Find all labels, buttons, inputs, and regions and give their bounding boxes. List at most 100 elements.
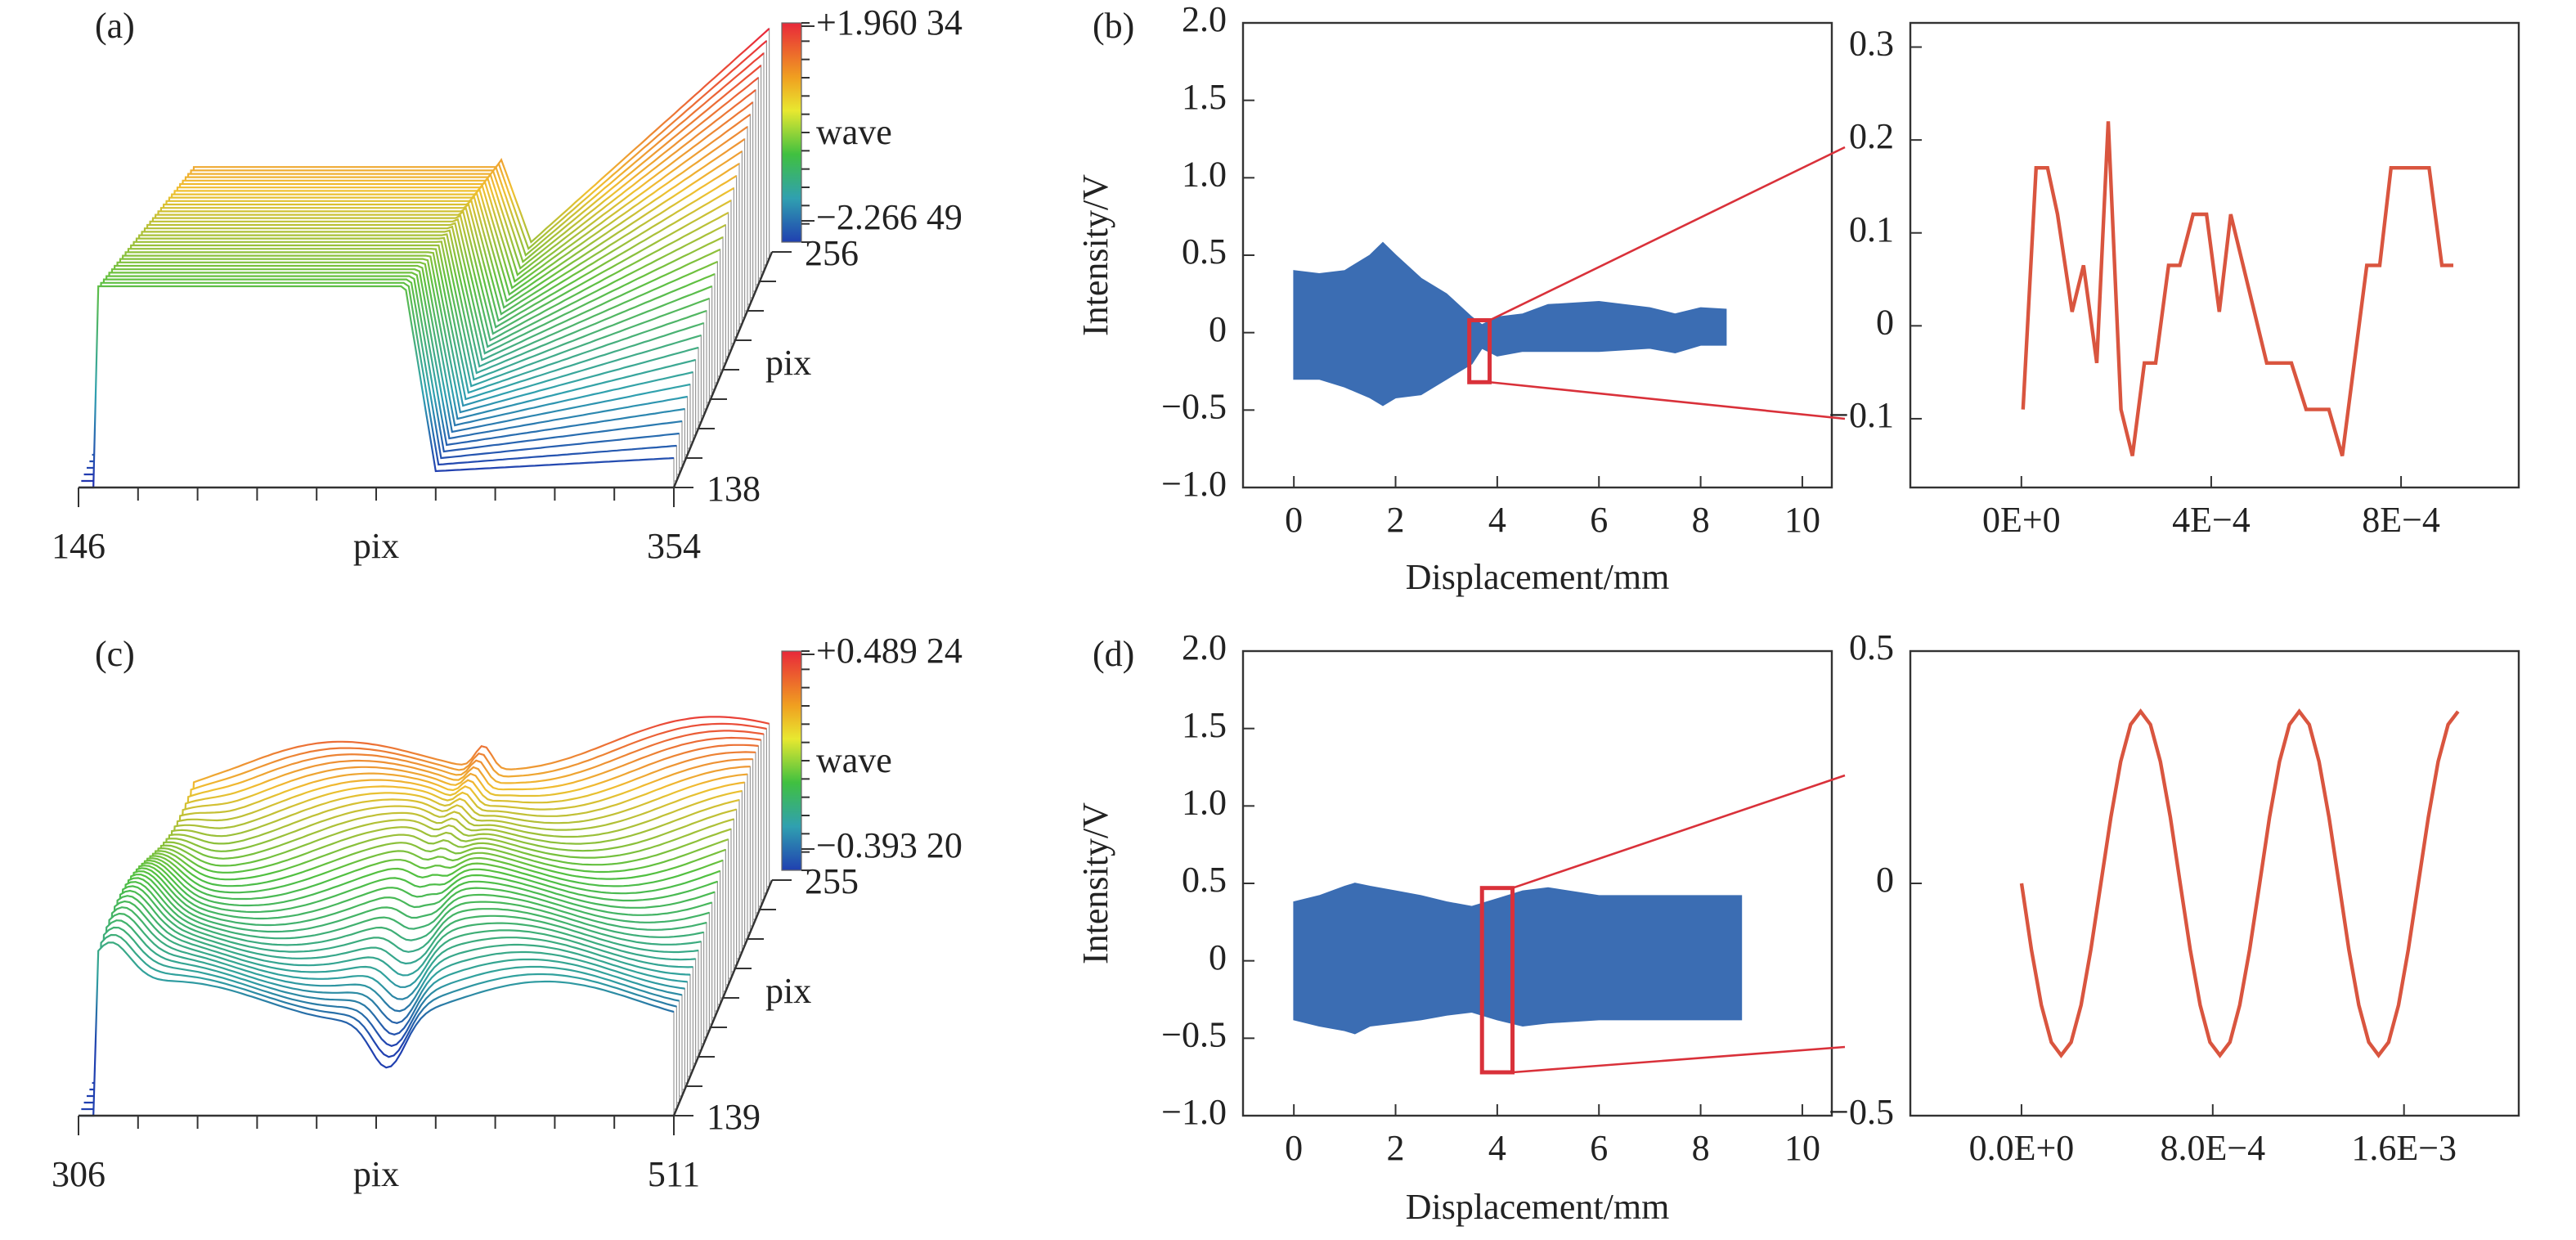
surface-trace [111, 874, 707, 1039]
colorbar-tick-label: +1.960 34 [816, 2, 963, 43]
y-tick-label: −0.1 [1829, 395, 1894, 435]
surface-trace [155, 766, 751, 934]
signal-line [2019, 708, 2460, 1058]
surface-trace [114, 240, 710, 404]
surface-trace [157, 101, 754, 299]
x-tick-label: 0 [1285, 500, 1303, 540]
surface-trace [165, 65, 762, 280]
surface-trace [81, 933, 677, 1111]
y-tick-label: −0.5 [1161, 386, 1227, 426]
surface-trace [132, 838, 729, 986]
surface-trace [171, 722, 767, 895]
surface-trace [138, 187, 734, 345]
x-axis-label: Displacement/mm [1406, 557, 1670, 597]
x-tick-label: 2 [1387, 1128, 1405, 1168]
surface-trace [136, 828, 732, 980]
surface-trace [108, 877, 704, 1045]
surface-trace [128, 856, 724, 1000]
x-tick-label: 6 [1590, 1128, 1608, 1168]
surface-trace [124, 859, 720, 1006]
y-tick-label: 0.3 [1849, 24, 1894, 64]
plot-frame [1241, 649, 1833, 1117]
y-tick-label: 2.0 [1182, 0, 1227, 39]
surface-trace [116, 236, 713, 398]
x-axis-label: pix [353, 1154, 399, 1194]
surface-trace [103, 885, 699, 1058]
colorbar [781, 650, 802, 871]
surface-trace [165, 736, 761, 908]
x-axis-label: Displacement/mm [1406, 1187, 1670, 1227]
x-tick-label: 2 [1387, 500, 1405, 540]
surface-trace [105, 881, 702, 1052]
x-tick-label: 0E+0 [1982, 500, 2061, 540]
colorbar-tick-label: −0.393 20 [816, 825, 963, 865]
y-tick-label: 0 [1209, 937, 1227, 977]
zoom-connector [1512, 774, 1846, 889]
y-tick-label: 0.1 [1849, 209, 1894, 249]
plot-frame [1909, 21, 2520, 489]
colorbar-label: wave [816, 740, 892, 780]
surface-trace [136, 200, 732, 352]
x-tick-label: 4 [1488, 500, 1506, 540]
surface-trace [95, 900, 691, 1078]
surface-trace [97, 261, 693, 443]
surface-trace [160, 751, 756, 921]
y-tick-label: 0 [1876, 860, 1894, 900]
y-tick-label: −0.5 [1161, 1014, 1227, 1054]
y-tick-label: 2.0 [1182, 627, 1227, 667]
surface [79, 27, 770, 489]
panel-label: (d) [1093, 634, 1134, 674]
surface-trace [157, 758, 753, 928]
surface-trace [168, 730, 765, 901]
y-tick-label: 0.5 [1849, 627, 1894, 667]
surface-trace [100, 258, 696, 437]
zoom-connector [1489, 380, 1846, 420]
x-tick-label: 0 [1285, 1128, 1303, 1168]
depth-tick-label: 255 [805, 861, 859, 901]
y-axis-label: Intensity/V [1075, 174, 1115, 336]
zoom-box [1467, 318, 1492, 384]
y-tick-label: 1.0 [1182, 782, 1227, 822]
x-axis-label: pix [353, 526, 399, 566]
x-tick-label: 0.0E+0 [1969, 1128, 2075, 1168]
y-axis-label: Intensity/V [1075, 802, 1115, 964]
surface-trace [146, 151, 743, 326]
surface-trace [92, 268, 688, 456]
x-tick-label: 10 [1784, 1128, 1820, 1168]
colorbar-label: wave [816, 112, 892, 152]
surface-trace [83, 926, 680, 1104]
y-tick-label: 0.5 [1182, 231, 1227, 272]
surface-trace [173, 716, 770, 888]
panel-label: (b) [1093, 6, 1134, 46]
y-tick-label: 0.2 [1849, 116, 1894, 156]
surface-trace [144, 163, 740, 332]
surface-trace [116, 867, 712, 1026]
depth-tick-label: 256 [805, 233, 859, 273]
y-tick-label: −1.0 [1161, 1092, 1227, 1132]
surface-trace [119, 233, 716, 391]
surface-trace [141, 808, 737, 967]
surface-trace [103, 254, 699, 430]
y-tick-label: −0.5 [1829, 1092, 1894, 1132]
y-tick-label: 1.5 [1182, 77, 1227, 117]
zoom-connector [1512, 1045, 1846, 1074]
surface-trace [130, 218, 726, 365]
surface-trace [163, 744, 759, 914]
surface-trace [79, 285, 675, 489]
surface-trace [155, 114, 752, 306]
surface-trace [149, 138, 746, 319]
surface-trace [124, 225, 721, 378]
plot-frame [1241, 21, 1833, 489]
surface-trace [87, 275, 683, 469]
surface-trace [144, 798, 740, 960]
surface-trace [132, 212, 729, 358]
surface-trace [105, 251, 702, 424]
surface-trace [128, 222, 724, 371]
colorbar-tick-label: +0.489 24 [816, 631, 963, 671]
surface-trace [160, 89, 756, 293]
surface-trace [173, 28, 770, 260]
surface-trace [163, 77, 760, 286]
panel-label: (a) [95, 6, 135, 46]
x-tick-label: 1.6E−3 [2351, 1128, 2457, 1168]
surface-trace [141, 175, 738, 339]
